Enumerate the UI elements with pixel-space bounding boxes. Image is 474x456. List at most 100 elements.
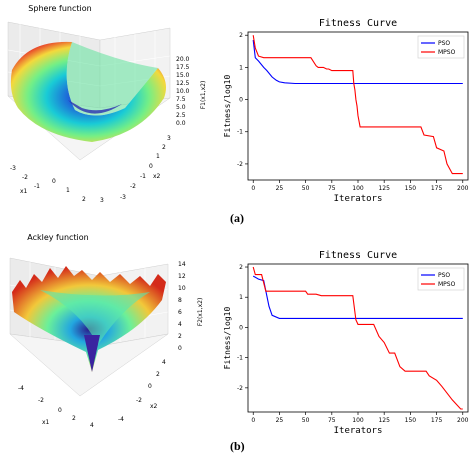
x-tick-label: 100 [352,417,364,424]
sphere-ztick: 12.5 [176,80,190,87]
sphere-ztick: 0.0 [176,120,186,127]
x-tick-label: 125 [378,417,390,424]
sphere-ztick: 15.0 [176,72,190,79]
x-tick-label: 150 [405,417,417,424]
panel-label-a: (a) [230,211,244,225]
ackley-ytick: -4 [118,416,124,423]
fitness-curve-chart-a: Fitness Curve 0 25 50 75 100 125 150 175 200 -2 -1 0… [223,18,469,204]
sphere-title: Sphere function [28,4,91,13]
sphere-surface-bottom [68,100,122,114]
sphere-ytick: 1 [156,153,160,160]
ackley-surface-min [84,335,100,372]
series-line-pso [252,39,463,85]
ackley-zlabel: F2(x1,x2) [197,298,204,327]
chart-title: Fitness Curve [319,18,397,29]
sphere-xtick: 0 [52,178,56,185]
x-tick-label: 175 [431,185,443,192]
x-tick-label: 175 [431,417,443,424]
sphere-xlabel: x1 [20,188,28,195]
fitness-curve-chart-b: Fitness Curve 0 25 50 75 100 125 150 175 200 -2 -1 0… [223,250,469,436]
x-tick-label: 75 [328,185,336,192]
ackley-ztick: 4 [178,321,182,328]
y-axis-label: Fitness/log10 [223,307,232,370]
x-tick-label: 0 [251,185,255,192]
legend-label-mpso: MPSO [438,281,456,288]
x-tick-label: 200 [457,185,469,192]
x-tick-label: 50 [302,185,310,192]
ackley-ztick: 12 [178,273,186,280]
y-tick-label: 2 [239,264,243,271]
sphere-surface-plot: Sphere function 20.0 17.5 15.0 12.5 10.0… [7,4,207,204]
legend-label-pso: PSO [438,272,450,279]
ackley-xtick: -4 [18,385,24,392]
ackley-title: Ackley function [27,233,88,242]
y-tick-label: -2 [237,385,243,392]
legend-label-pso: PSO [438,40,450,47]
y-axis-label: Fitness/log10 [223,75,232,138]
ackley-ztick: 2 [178,333,182,340]
x-tick-label: 0 [251,417,255,424]
panel-label-b: (b) [230,439,245,453]
x-tick-label: 50 [302,417,310,424]
sphere-ytick: 3 [167,135,171,142]
x-tick-label: 125 [378,185,390,192]
sphere-ztick: 7.5 [176,96,186,103]
series-line-pso [252,275,463,319]
sphere-ytick: 2 [162,144,166,151]
sphere-ztick: 20.0 [176,56,190,63]
sphere-zlabel: F1(x1,x2) [200,81,207,110]
x-tick-label: 200 [457,417,469,424]
sphere-xtick: -2 [22,174,28,181]
chart-title: Fitness Curve [319,250,397,261]
ackley-ytick: -2 [136,397,142,404]
ackley-xtick: -2 [38,397,44,404]
sphere-ztick: 17.5 [176,64,190,71]
sphere-yticks: -3 -2 -1 0 1 2 3 [120,135,171,201]
sphere-ytick: 0 [149,163,153,170]
legend-label-mpso: MPSO [438,49,456,56]
ackley-zticks: 14 12 10 8 6 4 2 0 [178,261,186,352]
y-tick-label: 1 [239,64,243,71]
y-tick-label: -2 [237,161,243,168]
x-tick-label: 150 [405,185,417,192]
ackley-xtick: 0 [58,407,62,414]
ackley-xlabel: x1 [42,419,50,426]
sphere-xtick: 1 [66,187,70,194]
ackley-surface-inner [40,290,150,345]
ackley-yticks: -4 -2 0 2 4 [118,359,166,423]
ackley-xticks: -4 -2 0 2 4 [18,385,94,429]
y-tick-label: 0 [239,324,243,331]
sphere-ytick: -3 [120,194,126,201]
ackley-ylabel: x2 [150,403,158,410]
sphere-surface [10,41,166,142]
ackley-xtick: 4 [90,422,94,429]
legend: PSO MPSO [417,35,465,59]
x-axis-label: Iterators [334,194,383,204]
sphere-zticks: 20.0 17.5 15.0 12.5 10.0 7.5 5.0 2.5 0.0 [176,56,190,127]
sphere-ylabel: x2 [153,173,161,180]
y-tick-label: 2 [239,32,243,39]
sphere-xticks: -3 -2 -1 0 1 2 3 [10,165,104,204]
y-tick-label: -1 [237,129,243,136]
ackley-ztick: 0 [178,345,182,352]
sphere-xtick: 3 [100,197,104,204]
x-tick-label: 25 [276,417,284,424]
sphere-surface-inner [66,42,158,116]
sphere-ytick: -1 [140,173,146,180]
series-line-mpso [252,266,463,410]
ackley-ztick: 8 [178,297,182,304]
sphere-ytick: -2 [130,183,136,190]
ackley-ztick: 10 [178,285,186,292]
series-line-mpso [252,35,463,175]
sphere-ztick: 10.0 [176,88,190,95]
ackley-ytick: 0 [148,383,152,390]
ackley-ytick: 4 [162,359,166,366]
x-axis-label: Iterators [334,426,383,436]
sphere-xtick: -3 [10,165,16,172]
x-tick-label: 75 [328,417,336,424]
x-tick-label: 100 [352,185,364,192]
sphere-ztick: 5.0 [176,104,186,111]
sphere-xtick: 2 [82,196,86,203]
ackley-ztick: 6 [178,309,182,316]
